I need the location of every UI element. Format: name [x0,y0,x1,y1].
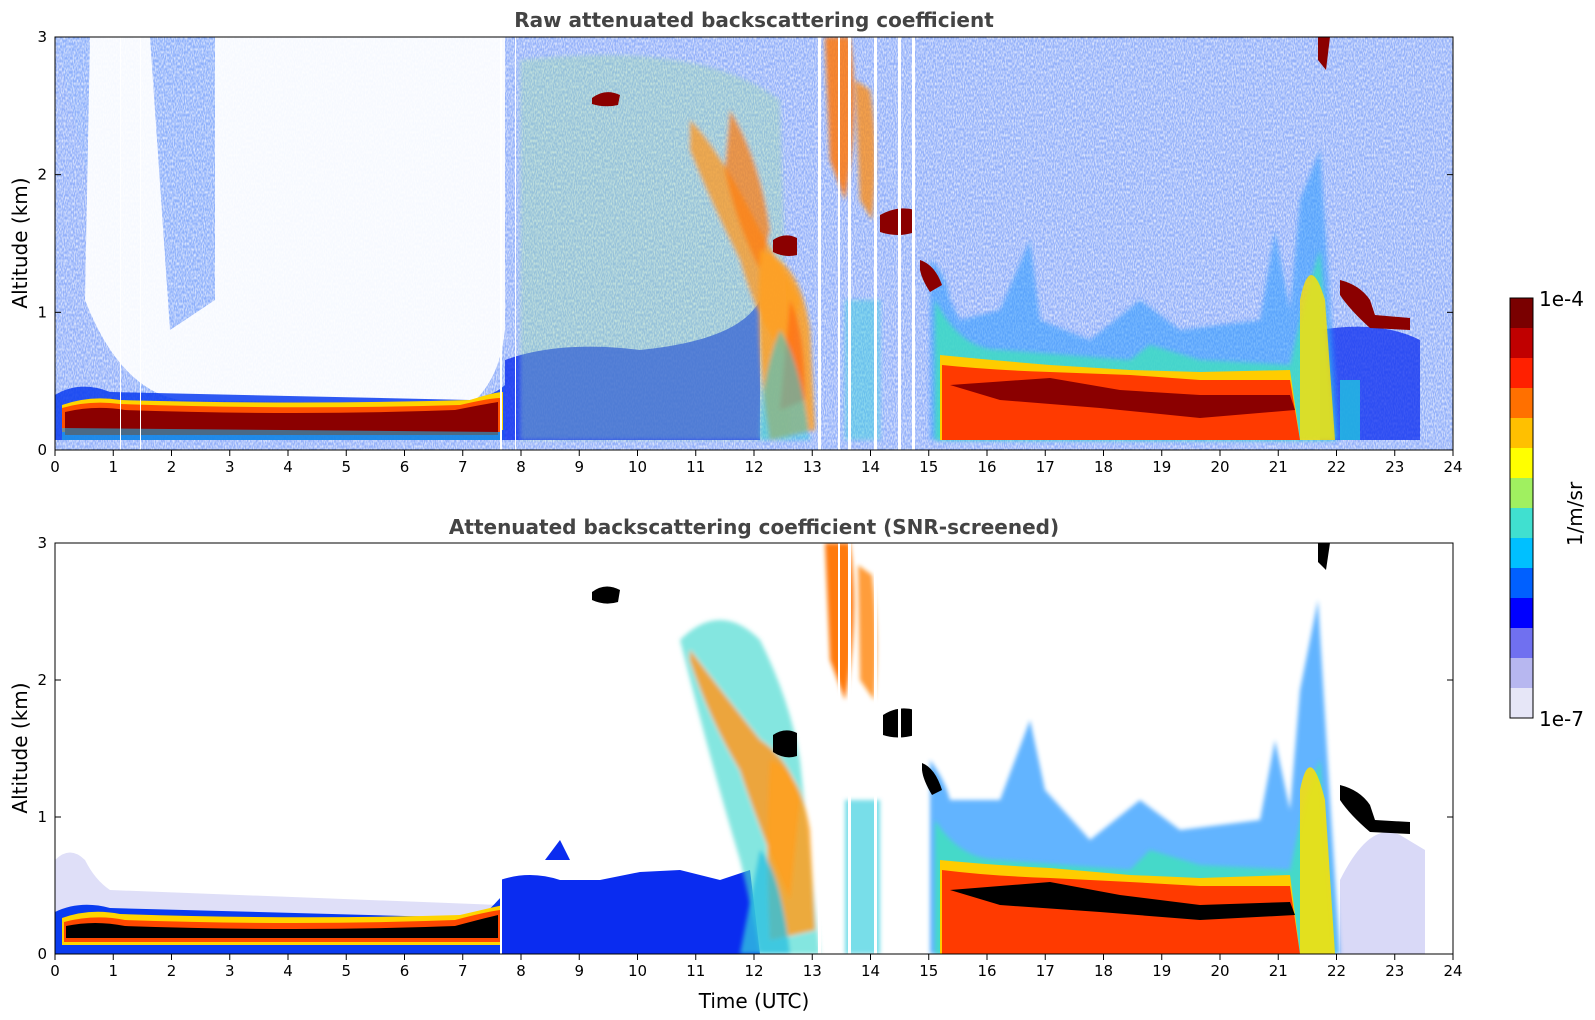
screened-xtick-label: 5 [341,962,351,980]
screened-ylabel: Altitude (km) [8,682,32,813]
screened-xlabel: Time (UTC) [698,989,810,1013]
raw-xtick-label: 21 [1269,458,1288,476]
colorbar: 1e-4 1e-7 1/m/sr [1509,287,1587,731]
screened-xtick-label: 14 [861,962,880,980]
raw-xtick-label: 19 [1152,458,1171,476]
screened-axes: 0 1 2 3 4 5 6 7 8 9 10 11 12 13 14 15 16 17 18 19 20 21 22 23 24… [37,534,1462,980]
raw-clear-region [85,37,505,405]
screened-ytick-label: 2 [37,671,47,689]
screened-heatmap [55,543,1425,954]
screened-cloud-deck [930,600,1340,954]
screened-xtick-label: 6 [400,962,410,980]
raw-xtick-label: 13 [803,458,822,476]
screened-boundary-layer [55,880,520,954]
raw-boundary-layer [55,385,505,440]
screened-xtick-label: 15 [919,962,938,980]
screened-xtick-label: 2 [167,962,177,980]
colorbar-min-label: 1e-7 [1539,707,1584,731]
raw-xtick-label: 6 [400,458,410,476]
screened-xtick-label: 23 [1385,962,1404,980]
raw-xtick-label: 22 [1327,458,1346,476]
screened-xtick-label: 7 [458,962,468,980]
colorbar-gradient [1509,297,1534,719]
screened-ytick-label: 3 [37,534,47,552]
screened-xtick-label: 22 [1327,962,1346,980]
screened-xtick-label: 1 [108,962,118,980]
colorbar-max-label: 1e-4 [1539,287,1584,311]
screened-xtick-label: 21 [1269,962,1288,980]
screened-xtick-label: 9 [574,962,584,980]
raw-xtick-label: 5 [341,458,351,476]
panel-screened: Attenuated backscattering coefficient (S… [8,515,1463,1013]
screened-plume [680,543,880,954]
raw-ytick-label: 3 [37,28,47,46]
screened-xtick-label: 13 [803,962,822,980]
raw-xtick-label: 7 [458,458,468,476]
screened-saturated-clouds [592,543,1410,834]
raw-ytick-label: 0 [37,441,47,459]
screened-xtick-label: 20 [1210,962,1229,980]
screened-ytick-label: 0 [37,945,47,963]
raw-xtick-label: 11 [686,458,705,476]
panel-raw: Raw attenuated backscattering coefficien… [8,8,1463,476]
raw-xtick-label: 20 [1210,458,1229,476]
raw-xtick-label: 2 [167,458,177,476]
screened-xtick-label: 17 [1036,962,1055,980]
raw-xtick-label: 4 [283,458,293,476]
screened-xtick-label: 11 [686,962,705,980]
screened-xtick-label: 16 [977,962,996,980]
raw-xtick-label: 10 [628,458,647,476]
raw-gap-lines [120,37,915,450]
raw-xtick-label: 16 [977,458,996,476]
raw-xtick-label: 9 [574,458,584,476]
screened-xtick-label: 3 [225,962,235,980]
screened-xtick-label: 8 [516,962,526,980]
raw-xtick-label: 0 [50,458,60,476]
raw-xtick-label: 14 [861,458,880,476]
screened-xtick-label: 19 [1152,962,1171,980]
colorbar-label: 1/m/sr [1563,481,1587,546]
screened-xtick-label: 0 [50,962,60,980]
raw-xtick-label: 3 [225,458,235,476]
raw-xtick-label: 1 [108,458,118,476]
screened-blue-block [500,870,760,954]
raw-xtick-label: 17 [1036,458,1055,476]
raw-xtick-label: 8 [516,458,526,476]
raw-xtick-label: 15 [919,458,938,476]
raw-xtick-label: 24 [1443,458,1462,476]
raw-title: Raw attenuated backscattering coefficien… [514,8,994,32]
raw-ylabel: Altitude (km) [8,177,32,308]
raw-cloud-deck [930,150,1360,440]
raw-xtick-label: 23 [1385,458,1404,476]
raw-ytick-label: 1 [37,303,47,321]
screened-xtick-label: 24 [1443,962,1462,980]
screened-ytick-label: 1 [37,808,47,826]
raw-axes: 0 1 2 3 4 5 6 7 8 9 10 11 12 13 14 15 16 17 18 19 20 21 22 23 24… [37,28,1462,476]
raw-saturated-clouds [592,37,1410,330]
screened-xtick-label: 18 [1094,962,1113,980]
screened-xtick-label: 4 [283,962,293,980]
screened-xtick-label: 12 [744,962,763,980]
raw-plume [520,37,880,440]
screened-xtick-label: 10 [628,962,647,980]
raw-heatmap [55,37,1453,450]
screened-title: Attenuated backscattering coefficient (S… [449,515,1059,539]
raw-xtick-label: 12 [744,458,763,476]
screened-gap-lines [500,543,915,954]
raw-ytick-label: 2 [37,166,47,184]
raw-xtick-label: 18 [1094,458,1113,476]
